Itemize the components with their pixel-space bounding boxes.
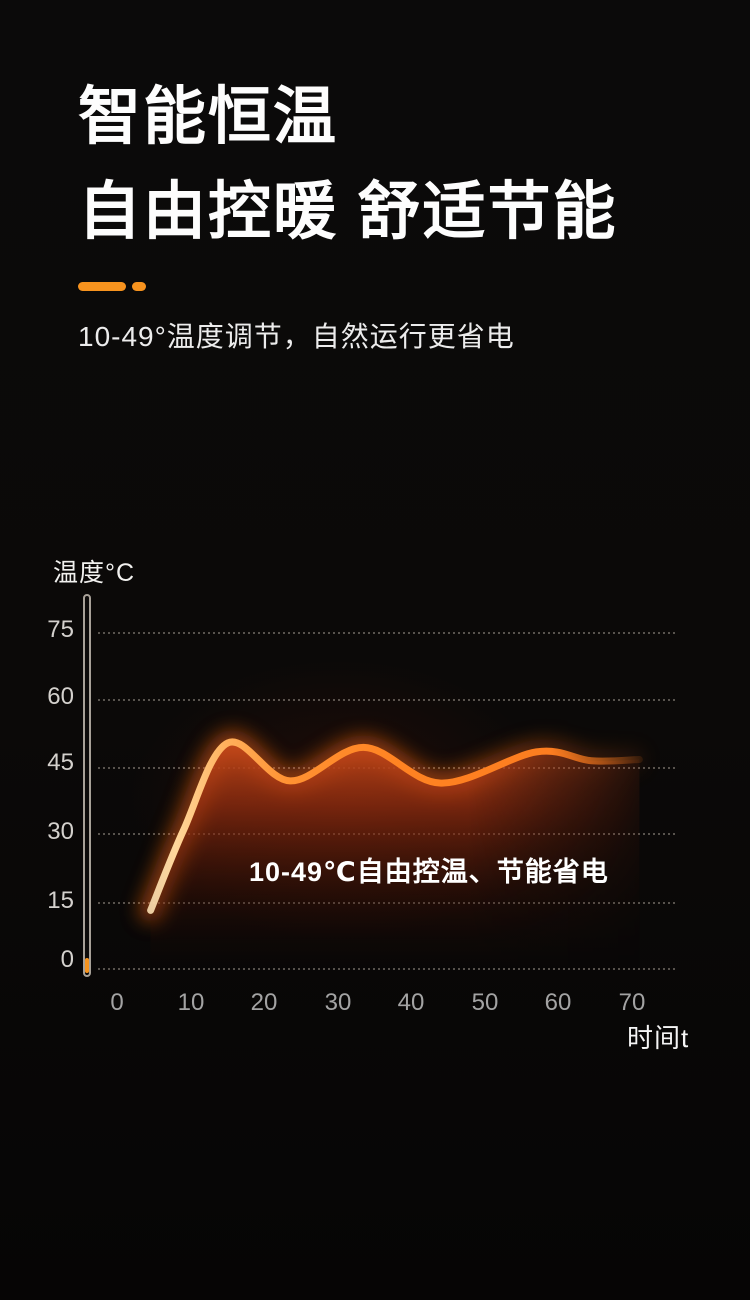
x-axis-tick: 70: [618, 989, 646, 1016]
y-axis-title: 温度°C: [53, 559, 136, 587]
gridline-15: [98, 902, 675, 904]
accent-divider: [78, 282, 146, 291]
x-axis-tick: 40: [397, 989, 425, 1016]
chart-annotation: 10-49℃自由控温、节能省电: [249, 857, 609, 887]
x-axis-tick: 60: [544, 989, 572, 1016]
divider-long-dash: [78, 282, 126, 291]
y-axis-tick: 75: [47, 616, 74, 643]
y-axis-tick: 30: [47, 818, 74, 845]
page-title: 智能恒温 自由控暖 舒适节能: [78, 70, 618, 260]
title-line-2: 自由控暖 舒适节能: [78, 177, 618, 247]
gridline-30: [98, 833, 675, 835]
y-axis-tick: 0: [60, 946, 74, 973]
x-axis-tick: 0: [110, 989, 124, 1016]
gridline-45: [98, 767, 675, 769]
y-axis-thermometer: [83, 594, 91, 977]
x-axis-title: 时间t: [627, 1023, 690, 1053]
x-axis-tick: 10: [177, 989, 205, 1016]
x-axis-tick: 50: [471, 989, 499, 1016]
gridline-60: [98, 699, 675, 701]
subtitle: 10-49°温度调节，自然运行更省电: [78, 321, 515, 352]
divider-short-dash: [132, 282, 146, 291]
thermometer-mercury: [85, 958, 89, 973]
gridline-0: [98, 968, 675, 970]
x-axis-tick: 20: [250, 989, 278, 1016]
x-axis-tick: 30: [324, 989, 352, 1016]
y-axis-tick: 60: [47, 683, 74, 710]
y-axis-tick: 15: [47, 887, 74, 914]
temperature-chart: 温度°C 时间t 75 60 45 30 15 0 0 10 20 30 40 …: [0, 540, 750, 1060]
y-axis-tick: 45: [47, 749, 74, 776]
gridline-75: [98, 632, 675, 634]
title-line-1: 智能恒温: [78, 82, 338, 152]
